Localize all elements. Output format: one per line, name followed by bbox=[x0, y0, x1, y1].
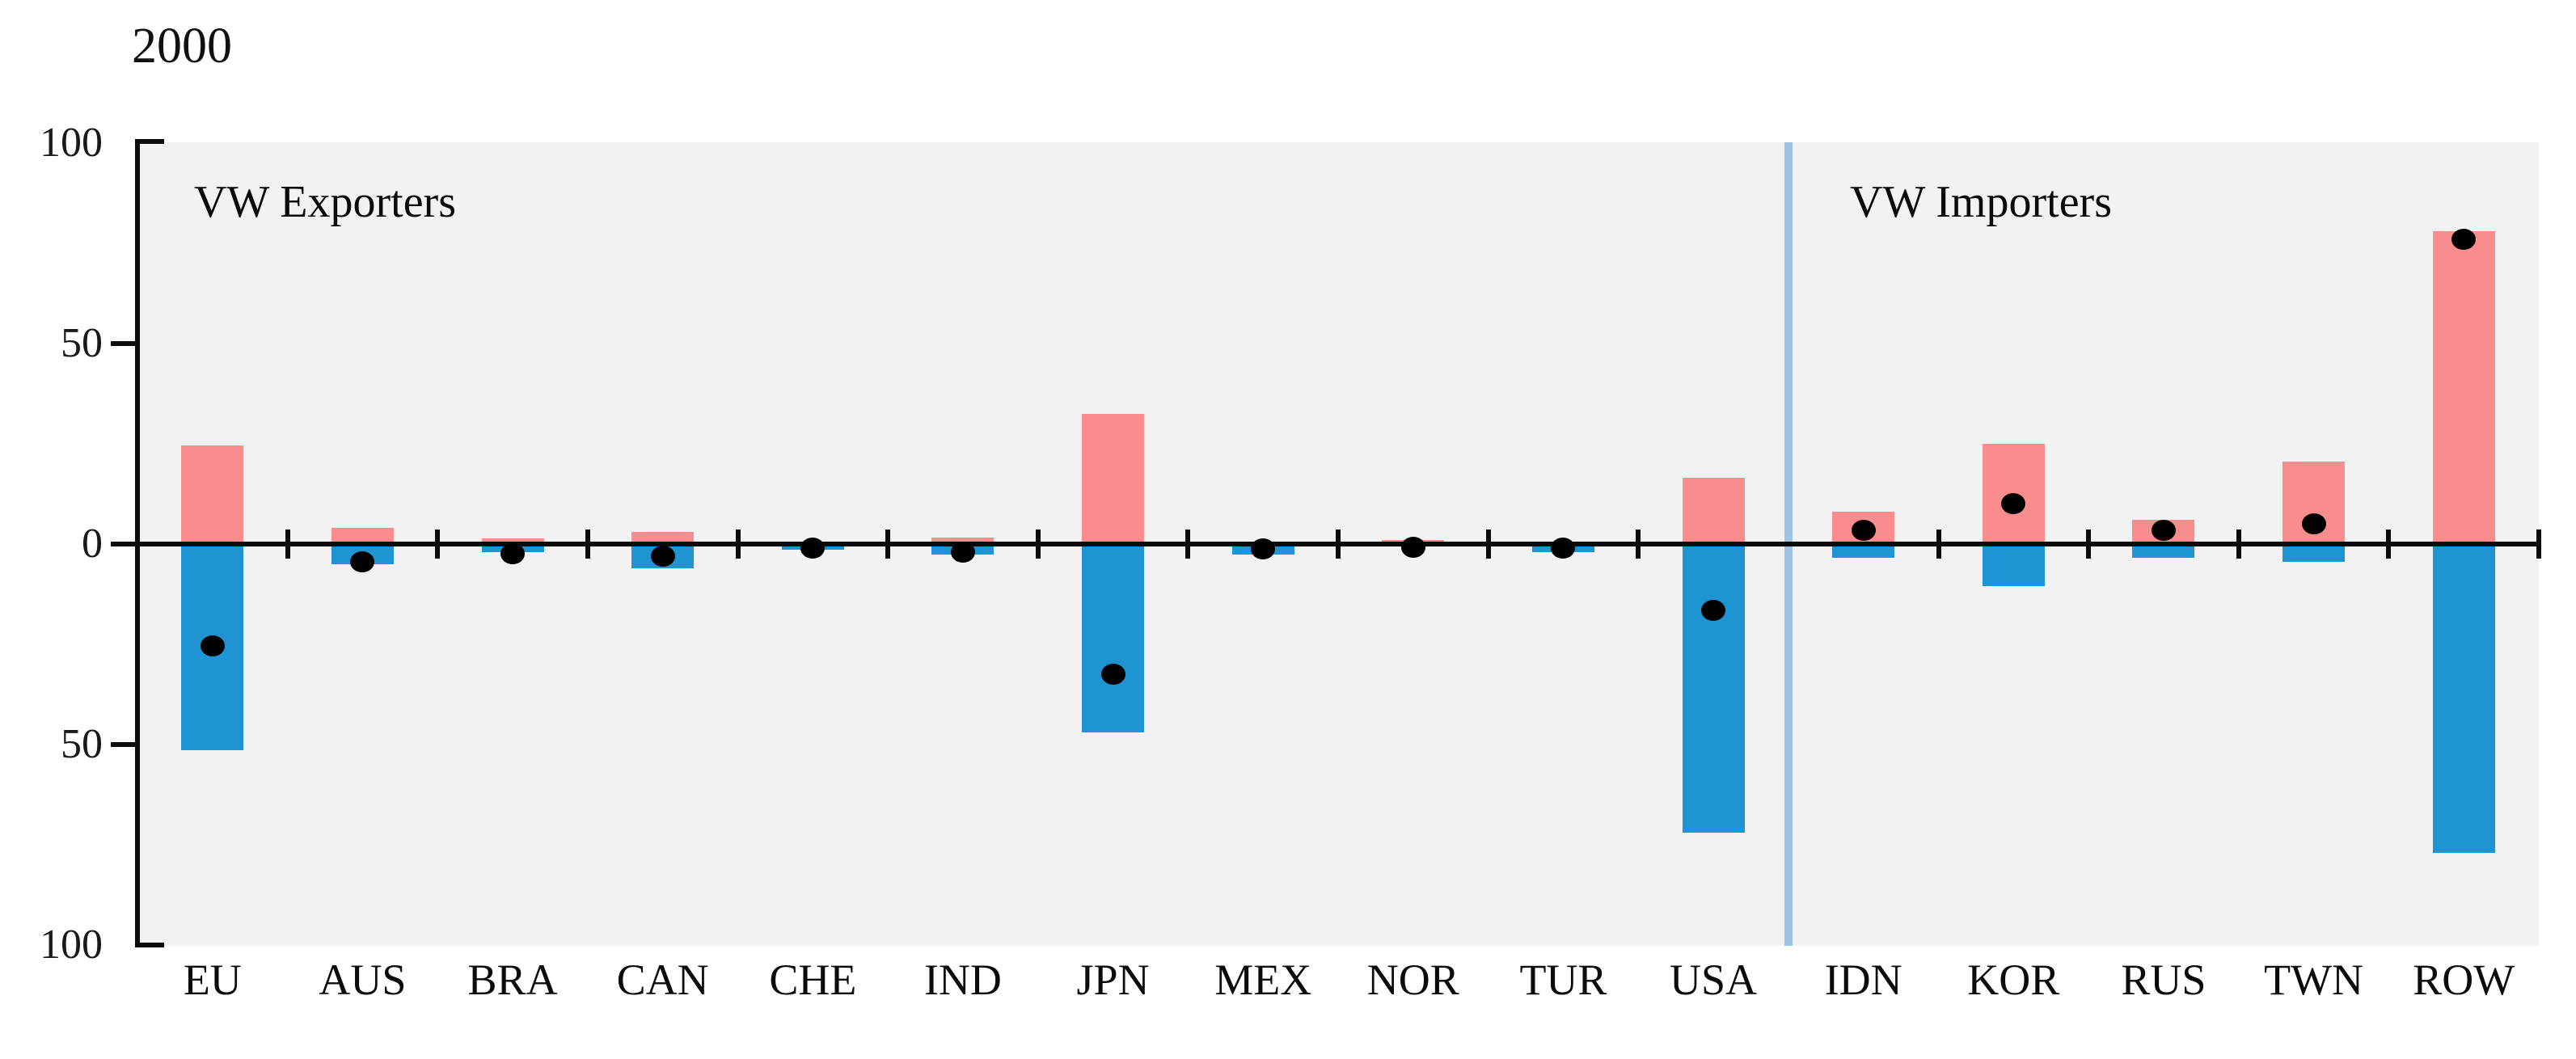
y-tick-label: 100 bbox=[40, 120, 103, 166]
net-dot-CHE bbox=[800, 537, 826, 559]
x-label-NOR: NOR bbox=[1366, 956, 1459, 1004]
bar-pink-EU bbox=[181, 445, 244, 544]
bar-pink-CAN bbox=[631, 532, 695, 544]
net-dot-ROW bbox=[2451, 229, 2477, 251]
y-axis-tick bbox=[111, 341, 135, 346]
net-dot-MEX bbox=[1251, 538, 1276, 560]
section-label-importers: VW Importers bbox=[1850, 177, 2112, 227]
y-axis-end-tick bbox=[135, 139, 164, 144]
bar-blue-USA bbox=[1682, 544, 1745, 833]
bar-pink-BRA bbox=[481, 538, 544, 544]
x-label-TWN: TWN bbox=[2264, 956, 2364, 1004]
net-dot-TUR bbox=[1551, 537, 1576, 559]
x-label-IDN: IDN bbox=[1824, 956, 1902, 1004]
x-label-USA: USA bbox=[1670, 956, 1758, 1004]
x-label-JPN: JPN bbox=[1076, 956, 1150, 1004]
bar-pink-USA bbox=[1682, 478, 1745, 544]
bar-blue-KOR bbox=[1982, 544, 2045, 587]
y-tick-label: 0 bbox=[82, 521, 103, 567]
bar-pink-IND bbox=[931, 537, 995, 544]
y-tick-label: 50 bbox=[61, 721, 103, 767]
y-tick-label: 100 bbox=[40, 922, 103, 968]
x-label-MEX: MEX bbox=[1214, 956, 1312, 1004]
bar-blue-ROW bbox=[2432, 544, 2495, 853]
bar-blue-JPN bbox=[1082, 544, 1145, 733]
net-dot-RUS bbox=[2151, 519, 2176, 541]
x-label-TUR: TUR bbox=[1519, 956, 1607, 1004]
net-dot-CAN bbox=[650, 545, 675, 567]
x-label-ROW: ROW bbox=[2413, 956, 2515, 1004]
bar-pink-JPN bbox=[1082, 413, 1145, 544]
chart-title: 2000 bbox=[132, 19, 232, 74]
x-label-CAN: CAN bbox=[616, 956, 709, 1004]
x-label-CHE: CHE bbox=[769, 956, 857, 1004]
x-label-BRA: BRA bbox=[467, 956, 558, 1004]
y-axis-line bbox=[135, 139, 140, 947]
x-label-IND: IND bbox=[923, 956, 1002, 1004]
net-dot-IND bbox=[950, 541, 975, 563]
x-label-EU: EU bbox=[183, 956, 242, 1004]
net-dot-KOR bbox=[2001, 493, 2026, 515]
net-dot-IDN bbox=[1851, 519, 1876, 541]
x-label-RUS: RUS bbox=[2121, 956, 2206, 1004]
y-tick-label: 50 bbox=[61, 320, 103, 366]
bar-blue-IDN bbox=[1832, 544, 1895, 559]
y-axis-tick bbox=[111, 542, 135, 546]
zero-axis-line bbox=[135, 542, 2541, 546]
net-dot-USA bbox=[1701, 599, 1726, 621]
bar-blue-TWN bbox=[2283, 544, 2346, 563]
y-axis-end-tick bbox=[135, 943, 164, 947]
bar-blue-RUS bbox=[2132, 544, 2195, 559]
x-label-AUS: AUS bbox=[319, 956, 407, 1004]
section-label-exporters: VW Exporters bbox=[194, 177, 456, 227]
net-dot-NOR bbox=[1400, 536, 1425, 558]
net-dot-AUS bbox=[350, 551, 375, 573]
net-dot-JPN bbox=[1100, 664, 1125, 686]
bar-pink-ROW bbox=[2432, 231, 2495, 544]
net-dot-TWN bbox=[2301, 513, 2326, 535]
x-label-KOR: KOR bbox=[1967, 956, 2060, 1004]
bar-pink-AUS bbox=[331, 528, 394, 544]
net-dot-EU bbox=[200, 635, 225, 657]
net-dot-BRA bbox=[500, 543, 526, 565]
y-axis-tick bbox=[111, 742, 135, 747]
